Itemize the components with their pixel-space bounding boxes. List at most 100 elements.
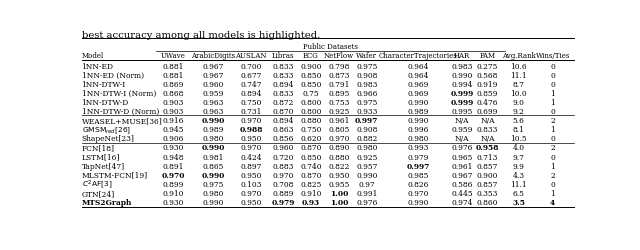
Text: 0.586: 0.586 (451, 180, 473, 188)
Text: 0.873: 0.873 (328, 72, 349, 80)
Text: 0.970: 0.970 (241, 117, 262, 125)
Text: 0.990: 0.990 (202, 144, 225, 152)
Text: 0.959: 0.959 (451, 126, 473, 134)
Text: 0.747: 0.747 (241, 80, 262, 88)
Text: Avg.Rank: Avg.Rank (502, 52, 536, 60)
Text: 0.857: 0.857 (477, 180, 499, 188)
Text: 0.353: 0.353 (477, 189, 499, 197)
Text: 0.894: 0.894 (272, 80, 294, 88)
Text: 0.699: 0.699 (477, 108, 499, 116)
Text: 0.960: 0.960 (273, 144, 294, 152)
Text: 0.961: 0.961 (328, 117, 349, 125)
Text: 0.990: 0.990 (202, 117, 225, 125)
Text: 0.933: 0.933 (356, 108, 378, 116)
Text: 0.872: 0.872 (273, 99, 294, 106)
Text: Wins/Ties: Wins/Ties (536, 52, 570, 60)
Text: 0.966: 0.966 (356, 90, 378, 98)
Text: 0.969: 0.969 (407, 90, 429, 98)
Text: 0.970: 0.970 (241, 144, 262, 152)
Text: 0.974: 0.974 (451, 198, 473, 206)
Text: 0.900: 0.900 (477, 171, 499, 179)
Text: 0.906: 0.906 (163, 135, 184, 143)
Text: 0: 0 (550, 108, 555, 116)
Text: $\mathrm{GMSM}_{red}$[26]: $\mathrm{GMSM}_{red}$[26] (81, 124, 131, 135)
Text: 0.930: 0.930 (163, 144, 184, 152)
Text: 0.989: 0.989 (407, 108, 429, 116)
Text: 1NN-ED (Norm): 1NN-ED (Norm) (81, 72, 143, 80)
Text: 0.890: 0.890 (328, 144, 349, 152)
Text: 0.753: 0.753 (328, 99, 349, 106)
Text: 4.0: 4.0 (513, 144, 525, 152)
Text: N/A: N/A (455, 117, 469, 125)
Text: N/A: N/A (455, 135, 469, 143)
Text: 0.950: 0.950 (241, 171, 262, 179)
Text: 0.967: 0.967 (203, 72, 224, 80)
Text: 0.720: 0.720 (273, 153, 294, 161)
Text: 0.822: 0.822 (328, 162, 349, 170)
Text: 0.891: 0.891 (163, 162, 184, 170)
Text: 0.889: 0.889 (273, 189, 294, 197)
Text: 0.826: 0.826 (407, 180, 429, 188)
Text: 4.3: 4.3 (513, 171, 525, 179)
Text: 0.677: 0.677 (241, 72, 262, 80)
Text: HAR: HAR (454, 52, 470, 60)
Text: 0.989: 0.989 (203, 126, 224, 134)
Text: 0.708: 0.708 (273, 180, 294, 188)
Text: 0: 0 (550, 153, 555, 161)
Text: 0.910: 0.910 (163, 189, 184, 197)
Text: 0.833: 0.833 (273, 72, 294, 80)
Text: 0.980: 0.980 (356, 144, 378, 152)
Text: 0.980: 0.980 (203, 135, 224, 143)
Text: 1NN-DTW-I: 1NN-DTW-I (81, 80, 126, 88)
Text: 0.950: 0.950 (241, 135, 262, 143)
Text: 0.959: 0.959 (203, 90, 224, 98)
Text: 0.882: 0.882 (356, 135, 378, 143)
Text: 0.880: 0.880 (328, 153, 349, 161)
Text: 0.825: 0.825 (300, 180, 322, 188)
Text: 0.894: 0.894 (272, 117, 294, 125)
Text: 0.925: 0.925 (356, 153, 378, 161)
Text: 0.980: 0.980 (407, 135, 429, 143)
Text: 1NN-DTW-D: 1NN-DTW-D (81, 99, 129, 106)
Text: 0.916: 0.916 (163, 117, 184, 125)
Text: 0: 0 (550, 62, 555, 70)
Text: best accuracy among all models is highlighted.: best accuracy among all models is highli… (81, 31, 320, 40)
Text: 1: 1 (550, 99, 555, 106)
Text: 0: 0 (550, 72, 555, 80)
Text: 0.919: 0.919 (477, 80, 499, 88)
Text: 0.970: 0.970 (273, 171, 294, 179)
Text: PAM: PAM (479, 52, 496, 60)
Text: 8.1: 8.1 (513, 126, 525, 134)
Text: 0.833: 0.833 (273, 62, 294, 70)
Text: 0.955: 0.955 (328, 180, 349, 188)
Text: 0.990: 0.990 (407, 99, 429, 106)
Text: CharacterTrajectories: CharacterTrajectories (378, 52, 457, 60)
Text: 0.990: 0.990 (407, 198, 429, 206)
Text: 5.6: 5.6 (513, 117, 525, 125)
Text: 0.895: 0.895 (328, 90, 349, 98)
Text: 0.894: 0.894 (241, 90, 262, 98)
Text: 1NN-DTW-D (Norm): 1NN-DTW-D (Norm) (81, 108, 159, 116)
Text: 11.1: 11.1 (510, 72, 527, 80)
Text: 0.75: 0.75 (303, 90, 319, 98)
Text: TapNet[47]: TapNet[47] (81, 162, 125, 170)
Text: 0.994: 0.994 (451, 80, 473, 88)
Text: 0.999: 0.999 (451, 90, 474, 98)
Text: 0.908: 0.908 (356, 126, 378, 134)
Text: ShapeNet[23]: ShapeNet[23] (81, 135, 134, 143)
Text: 0.476: 0.476 (477, 99, 499, 106)
Text: 0.881: 0.881 (163, 62, 184, 70)
Text: 0.990: 0.990 (203, 198, 224, 206)
Text: 0.897: 0.897 (241, 162, 262, 170)
Text: 0.993: 0.993 (407, 144, 429, 152)
Text: 0.900: 0.900 (300, 62, 322, 70)
Text: 10.0: 10.0 (510, 90, 527, 98)
Text: 0.970: 0.970 (161, 171, 185, 179)
Text: 0.424: 0.424 (241, 153, 262, 161)
Text: 9.2: 9.2 (513, 108, 525, 116)
Text: 0.870: 0.870 (300, 171, 322, 179)
Text: 0.925: 0.925 (328, 108, 349, 116)
Text: 1: 1 (550, 162, 555, 170)
Text: N/A: N/A (481, 135, 495, 143)
Text: 0.908: 0.908 (356, 72, 378, 80)
